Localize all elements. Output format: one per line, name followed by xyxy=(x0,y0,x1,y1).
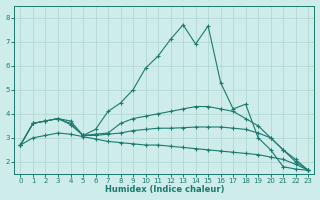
X-axis label: Humidex (Indice chaleur): Humidex (Indice chaleur) xyxy=(105,185,224,194)
